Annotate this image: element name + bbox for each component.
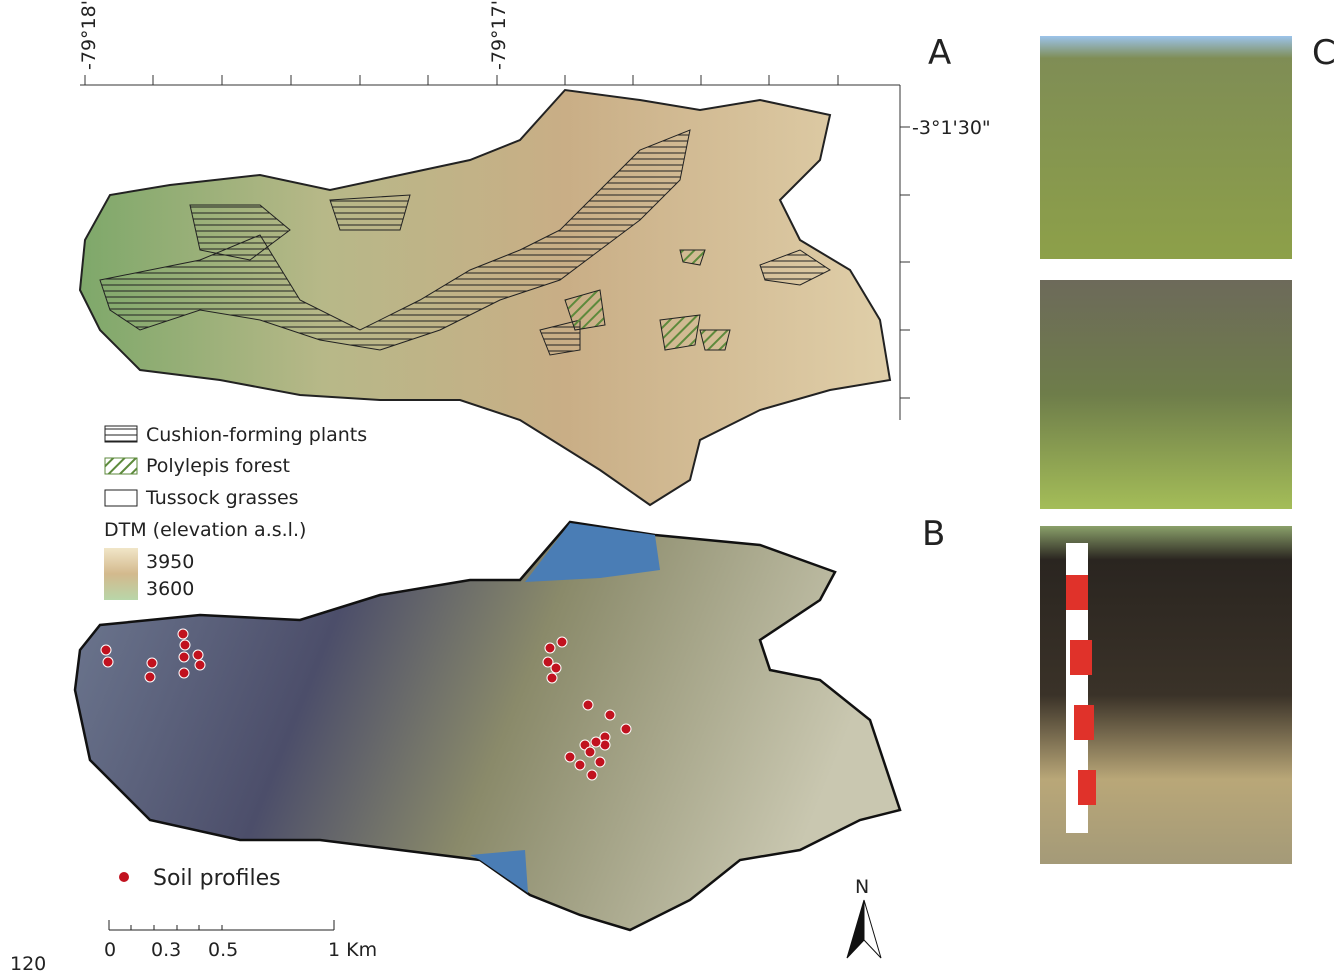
scale-label: 0 (104, 939, 116, 961)
photo (1040, 280, 1292, 509)
scale-label: 0.3 (151, 939, 181, 961)
photo (1040, 36, 1292, 259)
legend-label: Soil profiles (153, 866, 281, 891)
soil-profile (590, 736, 602, 748)
y-coord: -3°1'30" (912, 117, 991, 139)
soil-profile (564, 751, 576, 763)
soil-profile (192, 649, 204, 661)
legend-label: 3950 (146, 551, 194, 573)
north-label: N (855, 876, 869, 898)
soil-profile (100, 644, 112, 656)
soil-profile (604, 709, 616, 721)
north-arrow (846, 899, 865, 959)
page-number: 120 (10, 953, 46, 972)
soil-profile (584, 746, 596, 758)
soil-profile (599, 739, 611, 751)
photo-detail (1066, 543, 1088, 833)
photo-detail (1066, 575, 1096, 805)
soil-profile (179, 639, 191, 651)
panel-label: C (1312, 33, 1336, 73)
soil-profile (556, 636, 568, 648)
legend: Cushion-forming plants Polylepis forest … (104, 424, 367, 600)
soil-profile (582, 699, 594, 711)
x-coord: -79°18' (78, 0, 100, 70)
no-data (470, 523, 660, 893)
soil-profile (620, 723, 632, 735)
soil-profile (178, 651, 190, 663)
north-arrow (863, 899, 882, 959)
legend-title: DTM (elevation a.s.l.) (104, 519, 306, 541)
ortho-map (73, 520, 902, 932)
scale-label: 0.5 (208, 939, 238, 961)
soil-profile (146, 657, 158, 669)
soil-profile (194, 659, 206, 671)
soil-profile (546, 672, 558, 684)
soil-profiles (100, 628, 632, 781)
map-frame (80, 75, 910, 420)
legend-label: 3600 (146, 578, 194, 600)
soil-profile (178, 667, 190, 679)
scale-label: 1 Km (328, 939, 377, 961)
panel-label: B (922, 514, 945, 554)
legend-label: Polylepis forest (146, 455, 290, 477)
soil-profile (544, 642, 556, 654)
soil-profile (594, 756, 606, 768)
vegetation (99, 129, 831, 356)
legend-label: Tussock grasses (145, 487, 299, 509)
soil-profile (574, 759, 586, 771)
soil-profile (586, 769, 598, 781)
soil-profile (542, 656, 554, 668)
panel-label: A (928, 33, 951, 73)
scale-bar (108, 920, 335, 931)
x-coord: -79°17' (488, 0, 510, 70)
legend-marker (119, 872, 129, 882)
soil-profile (144, 671, 156, 683)
legend-label: Cushion-forming plants (146, 424, 367, 446)
soil-profile (550, 662, 562, 674)
soil-profile (102, 656, 114, 668)
soil-profile (177, 628, 189, 640)
